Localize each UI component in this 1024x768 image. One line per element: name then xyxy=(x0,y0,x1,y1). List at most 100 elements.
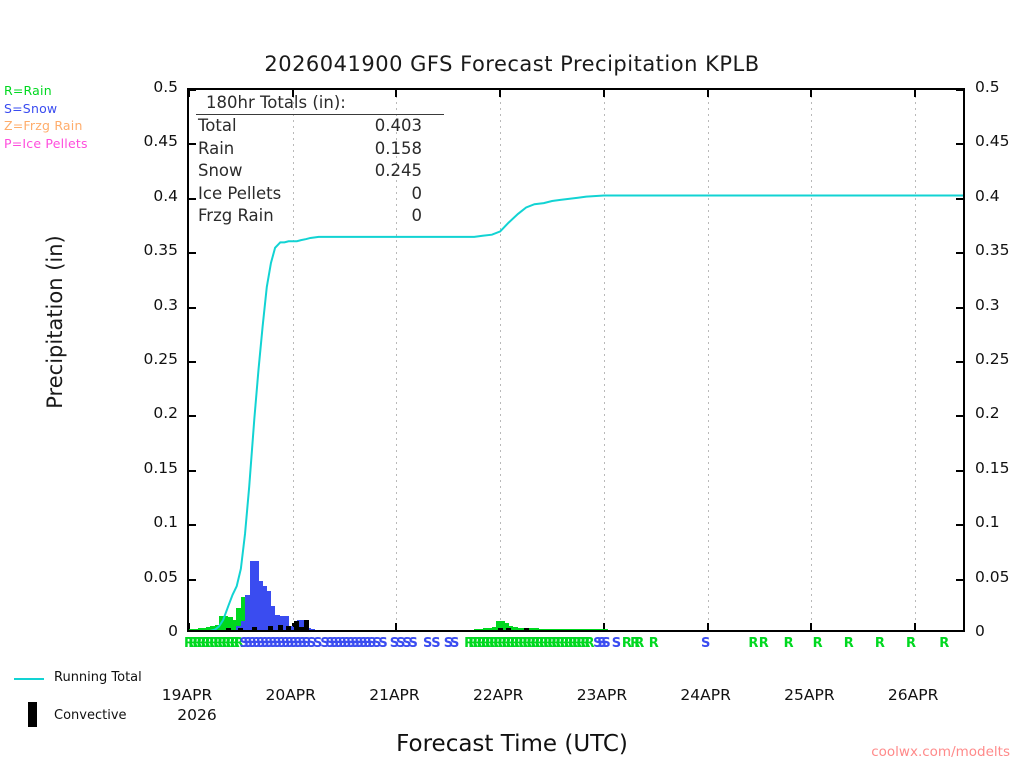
convective-bar-swatch xyxy=(28,702,37,727)
y-axis-tick xyxy=(189,524,196,527)
grid-line-vertical xyxy=(500,90,502,630)
ptype-marker: R xyxy=(542,636,553,651)
ptype-marker: R xyxy=(184,636,195,651)
totals-value: 0 xyxy=(411,183,423,203)
ptype-marker: R xyxy=(547,636,558,651)
totals-label: Ice Pellets xyxy=(198,183,282,203)
totals-row: Frzg Rain 0 xyxy=(196,205,444,228)
y-axis-label-left: 0.1 xyxy=(153,513,178,532)
ptype-marker: S xyxy=(366,636,377,651)
ptype-marker: S xyxy=(320,636,330,651)
ptype-marker: R xyxy=(509,636,520,651)
ptype-marker: S xyxy=(325,636,335,651)
y-axis-tick xyxy=(189,361,196,363)
ptype-legend-item-1: S=Snow xyxy=(4,100,58,116)
y-axis-tick xyxy=(956,415,963,418)
ptype-marker: S xyxy=(306,636,317,651)
ptype-marker: S xyxy=(255,636,266,651)
ptype-legend-item-3: P=Ice Pellets xyxy=(4,135,88,151)
totals-label: Frzg Rain xyxy=(198,206,274,225)
y-axis-tick xyxy=(189,469,196,472)
ptype-marker: S xyxy=(358,636,369,651)
x-axis-tick xyxy=(810,90,813,97)
y-axis-label-right: 0.2 xyxy=(975,404,1000,423)
y-axis-label-left: 0.05 xyxy=(143,567,178,586)
y-axis-tick xyxy=(189,306,196,309)
y-axis-label-left: 0 xyxy=(168,622,178,640)
x-axis-tick xyxy=(602,90,605,97)
y-axis-label-left: 0.15 xyxy=(143,458,178,477)
y-axis-tick xyxy=(189,143,196,146)
ptype-marker: S xyxy=(276,636,287,651)
ptype-marker: R xyxy=(843,636,854,651)
plot-area xyxy=(187,88,965,632)
ptype-marker: R xyxy=(567,636,578,651)
ptype-marker: R xyxy=(572,636,583,651)
y-axis-tick xyxy=(956,306,963,309)
ptype-marker: S xyxy=(285,636,295,651)
ptype-marker: S xyxy=(422,636,433,651)
bar-convective xyxy=(286,625,292,630)
y-axis-label-left: 0.45 xyxy=(143,132,178,151)
ptype-marker: R xyxy=(530,636,541,651)
bar-convective xyxy=(268,625,274,630)
ptype-marker: S xyxy=(272,636,282,651)
bar-snow xyxy=(305,628,315,630)
totals-value: 0 xyxy=(411,206,423,225)
bar-convective xyxy=(303,620,309,630)
bar-snow xyxy=(244,595,254,630)
y-axis-tick xyxy=(956,361,963,363)
ptype-marker: R xyxy=(559,636,570,651)
ptype-marker: S xyxy=(243,636,253,651)
ptype-marker: S xyxy=(289,636,299,651)
ptype-marker: S xyxy=(297,636,307,651)
ptype-marker: R xyxy=(538,636,549,651)
running-total-line-swatch xyxy=(14,678,44,680)
ptype-marker: R xyxy=(522,636,533,651)
bar-rain xyxy=(192,628,202,630)
ptype-marker: S xyxy=(443,636,454,651)
y-axis-label-right: 0.4 xyxy=(975,186,1000,205)
ptype-marker: S xyxy=(346,636,356,651)
grid-line-vertical xyxy=(396,90,398,630)
ptype-marker: S xyxy=(396,636,406,651)
ptype-marker: S xyxy=(247,636,258,651)
ptype-marker: R xyxy=(526,636,537,651)
ptype-marker: R xyxy=(906,636,917,651)
y-axis-tick xyxy=(956,197,963,200)
ptype-marker: S xyxy=(597,636,607,651)
running-total-label: Running Total xyxy=(54,670,142,685)
bar-snow xyxy=(270,614,280,630)
y-axis-tick xyxy=(956,252,963,255)
y-axis-label-right: 0.15 xyxy=(975,458,1010,477)
totals-value: 0.245 xyxy=(374,161,422,180)
x-axis-tick xyxy=(602,623,605,630)
bar-rain xyxy=(581,628,591,630)
x-axis-label: 26APR xyxy=(887,686,939,704)
totals-label: Rain xyxy=(198,138,235,158)
legend-running-total: Running Total xyxy=(14,668,184,690)
ptype-marker: S xyxy=(601,636,611,651)
y-axis-label-right: 0.5 xyxy=(975,78,1000,96)
ptype-marker: R xyxy=(518,636,529,651)
bar-convective xyxy=(251,626,257,630)
bar-rain xyxy=(555,628,565,630)
totals-header: 180hr Totals (in): xyxy=(196,92,444,115)
ptype-marker: S xyxy=(378,636,388,651)
ptype-marker: R xyxy=(476,636,487,651)
ptype-legend-item-2: Z=Frzg Rain xyxy=(4,118,83,133)
totals-label: Total xyxy=(198,116,237,135)
grid-line-vertical xyxy=(915,90,917,630)
watermark: coolwx.com/modelts xyxy=(871,744,1010,760)
ptype-marker: R xyxy=(484,636,495,651)
ptype-marker: S xyxy=(431,636,441,651)
ptype-marker: R xyxy=(489,636,500,651)
ptype-marker: R xyxy=(580,636,591,651)
bar-rain xyxy=(478,628,488,630)
y-axis-tick xyxy=(956,524,963,527)
ptype-marker: R xyxy=(472,636,483,651)
y-axis-tick xyxy=(189,415,196,418)
ptype-marker: S xyxy=(333,636,344,651)
y-axis-title: Precipitation (in) xyxy=(43,235,67,409)
totals-label: Snow xyxy=(198,161,243,180)
